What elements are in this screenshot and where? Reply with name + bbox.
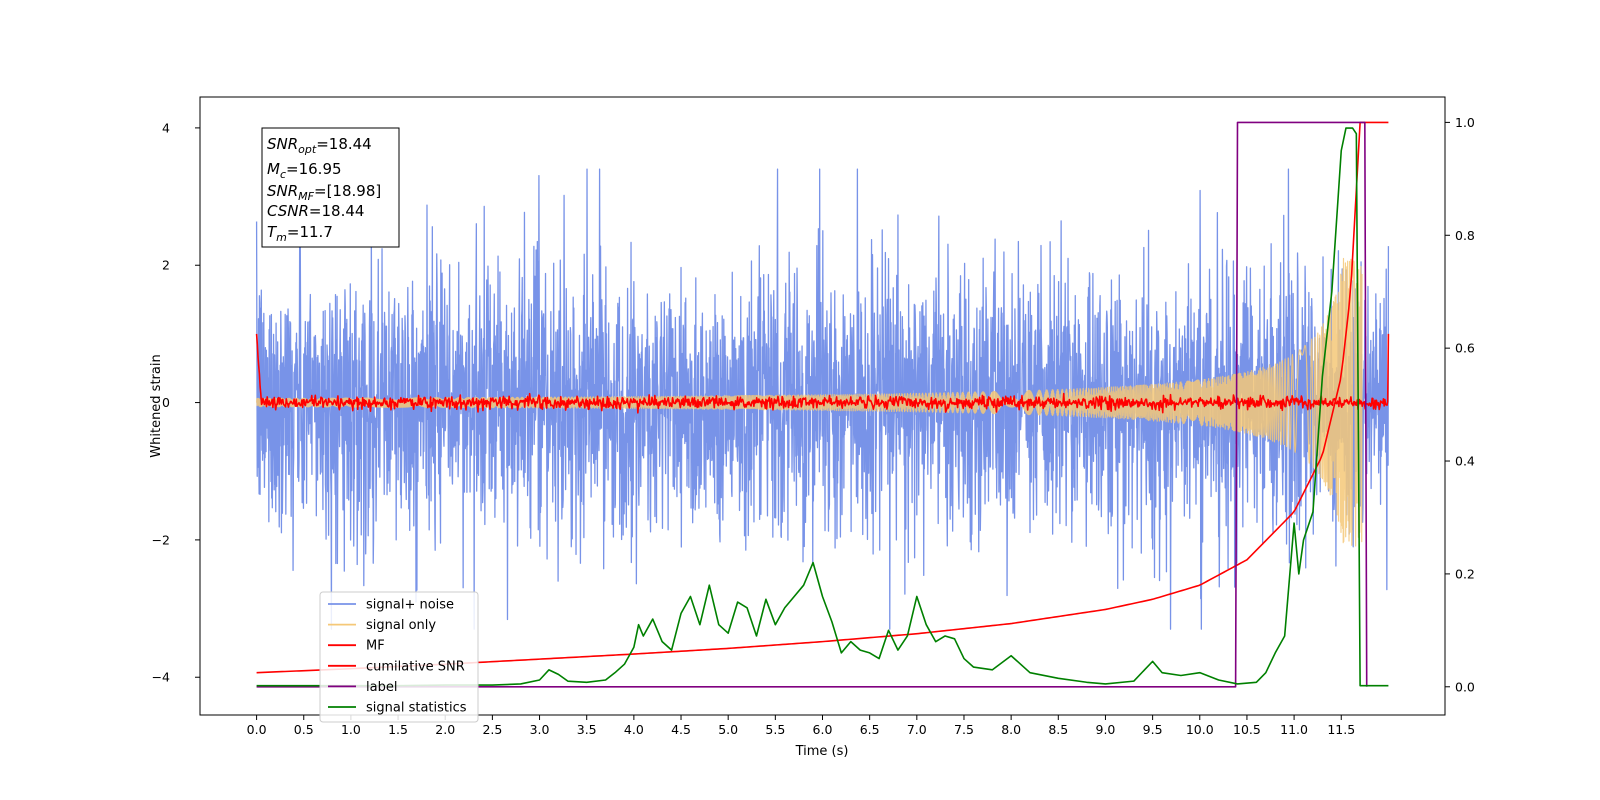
x-tick-label: 3.0 [530, 722, 550, 737]
annotation-frame [261, 127, 400, 248]
annotation-tm: Tm=11.7 [267, 223, 333, 244]
legend: signal+ noise signal only MF cumilative SNR… [319, 591, 479, 723]
y2-tick-label: 0.8 [1455, 228, 1475, 243]
y-tick-label: 4 [162, 120, 170, 135]
series-label [256, 121, 1368, 688]
axes-layer: 0.0 0.5 1.0 1.5 2.0 2.5 3.0 3.5 4.0 4.5 5.0 5.5 6.0 6… [152, 115, 1475, 737]
x-tick-label: 0.0 [247, 722, 267, 737]
legend-label: cumilative SNR [366, 659, 465, 674]
x-tick-label: 8.5 [1048, 722, 1068, 737]
x-tick-label: 1.0 [341, 722, 361, 737]
y2-tick-label: 0.6 [1455, 341, 1475, 356]
legend-item: signal+ noise [328, 598, 454, 613]
x-tick-label: 6.0 [813, 722, 833, 737]
x-tick-label: 4.0 [624, 722, 644, 737]
annotation-mc: Mc=16.95 [267, 160, 342, 181]
x-tick-label: 1.5 [388, 722, 408, 737]
x-tick-label: 11.5 [1327, 722, 1355, 737]
y-tick-label: 0 [162, 395, 170, 410]
legend-item: label [328, 680, 397, 695]
legend-label: MF [366, 639, 385, 654]
y2-tick-label: 0.4 [1455, 454, 1475, 469]
legend-frame [319, 591, 479, 723]
annotation-box: SNRopt=18.44 Mc=16.95 SNRMF=[18.98] CSNR… [261, 127, 400, 248]
x-tick-label: 2.0 [435, 722, 455, 737]
annotation-csnr: CSNR=18.44 [267, 202, 364, 220]
y2-tick-label: 0.0 [1455, 679, 1475, 694]
y-tick-label: −4 [152, 670, 170, 685]
y-tick-label: 2 [162, 258, 170, 273]
legend-item: signal statistics [328, 701, 467, 716]
x-tick-label: 0.5 [294, 722, 314, 737]
x-tick-label: 5.5 [765, 722, 785, 737]
annotation-snr-opt: SNRopt=18.44 [267, 135, 372, 156]
x-tick-label: 8.0 [1001, 722, 1021, 737]
annotation-snr-mf: SNRMF=[18.98] [267, 182, 381, 203]
legend-label: signal statistics [366, 701, 467, 716]
legend-label: signal only [366, 618, 436, 633]
legend-item: MF [328, 639, 385, 654]
x-axis-label: Time (s) [795, 744, 849, 759]
y2-tick-label: 0.2 [1455, 566, 1475, 581]
y-tick-label: −2 [152, 532, 170, 547]
legend-item: cumilative SNR [328, 659, 465, 674]
x-tick-label: 7.0 [907, 722, 927, 737]
x-tick-label: 5.0 [718, 722, 738, 737]
x-tick-label: 11.0 [1280, 722, 1308, 737]
x-tick-label: 10.0 [1186, 722, 1214, 737]
x-tick-label: 6.5 [860, 722, 880, 737]
x-tick-label: 2.5 [482, 722, 502, 737]
y-axis-label: Whitened strain [149, 354, 164, 457]
x-tick-label: 10.5 [1233, 722, 1261, 737]
legend-label: signal+ noise [366, 598, 454, 613]
series-mf [255, 333, 1390, 414]
x-tick-label: 9.0 [1096, 722, 1116, 737]
x-tick-label: 4.5 [671, 722, 691, 737]
x-tick-label: 3.5 [577, 722, 597, 737]
legend-item: signal only [328, 618, 436, 633]
y2-tick-label: 1.0 [1455, 115, 1475, 130]
x-tick-label: 7.5 [954, 722, 974, 737]
x-tick-label: 9.5 [1143, 722, 1163, 737]
legend-label: label [366, 680, 397, 695]
series-signal-statistics [256, 127, 1389, 687]
